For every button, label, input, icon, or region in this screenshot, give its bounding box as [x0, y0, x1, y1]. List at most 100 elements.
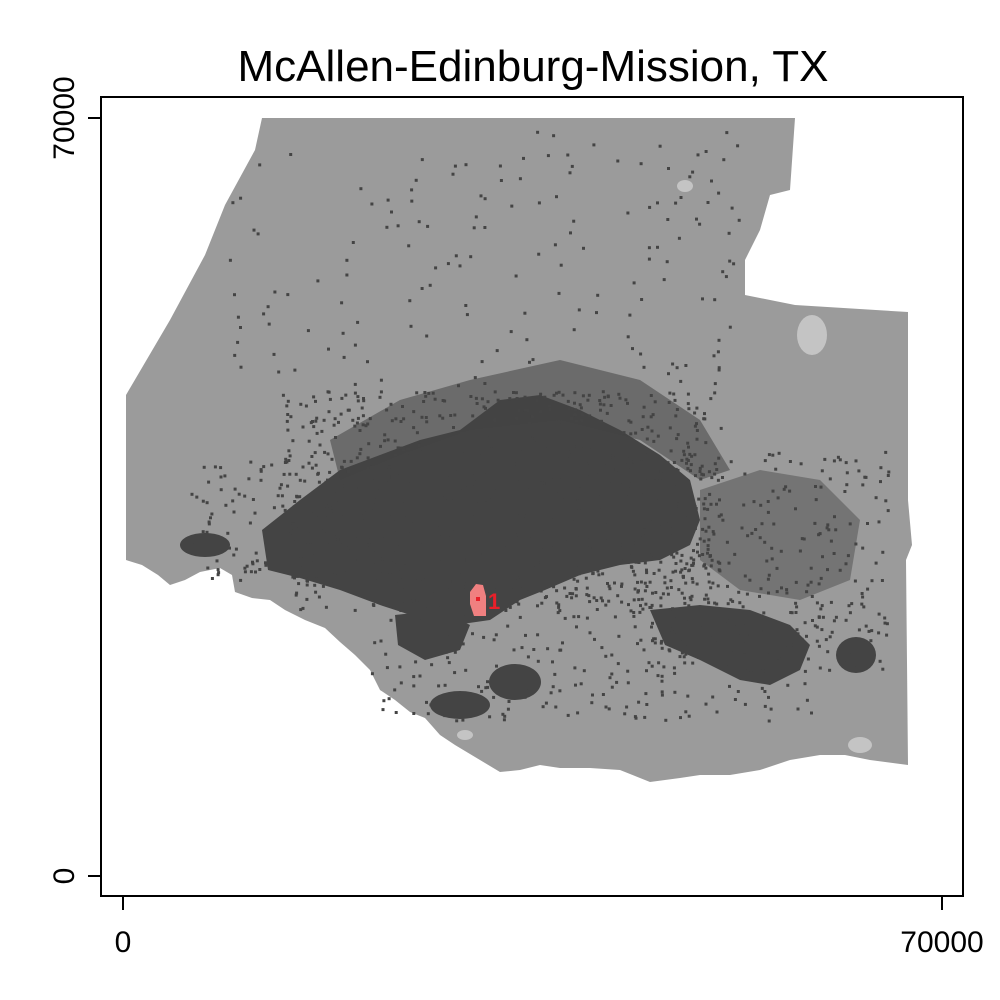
urban-speck — [596, 293, 600, 297]
urban-speck — [591, 439, 595, 443]
urban-speck — [405, 563, 409, 567]
urban-speck — [289, 524, 293, 528]
urban-speck — [636, 590, 640, 594]
urban-speck — [570, 562, 574, 566]
urban-speck — [369, 465, 373, 469]
urban-speck — [722, 158, 726, 162]
urban-speck — [601, 572, 605, 576]
urban-speck — [303, 479, 307, 483]
urban-speck — [306, 532, 310, 536]
urban-speck — [646, 425, 650, 429]
urban-speck — [423, 604, 427, 608]
urban-speck — [639, 604, 642, 608]
urban-speck — [652, 464, 656, 468]
urban-speck — [689, 469, 692, 473]
urban-speck — [312, 425, 316, 429]
urban-speck — [557, 498, 561, 502]
urban-speck — [662, 665, 666, 669]
urban-speck — [487, 436, 491, 440]
urban-speck — [728, 325, 732, 329]
urban-speck — [803, 682, 807, 686]
urban-speck — [390, 419, 394, 423]
urban-speck — [486, 400, 490, 404]
urban-speck — [406, 570, 410, 574]
urban-speck — [689, 463, 693, 467]
urban-speck — [272, 506, 276, 510]
urban-speck — [549, 477, 553, 481]
urban-speck — [385, 408, 389, 412]
urban-speck — [846, 554, 850, 558]
urban-speck — [743, 574, 747, 578]
urban-speck — [453, 671, 457, 675]
urban-speck — [681, 574, 685, 578]
urban-speck — [697, 554, 701, 558]
urban-speck — [295, 494, 299, 498]
urban-speck — [650, 603, 654, 607]
urban-speck — [301, 465, 305, 469]
urban-speck — [709, 502, 713, 506]
urban-speck — [361, 514, 365, 518]
urban-speck — [716, 641, 720, 645]
urban-speck — [633, 587, 637, 591]
urban-speck — [318, 443, 322, 447]
urban-speck — [380, 577, 384, 581]
urban-speck — [340, 537, 344, 541]
urban-speck — [234, 547, 238, 551]
urban-speck — [605, 411, 609, 415]
urban-speck — [457, 598, 461, 602]
urban-speck — [520, 646, 524, 650]
urban-speck — [311, 535, 315, 539]
urban-speck — [552, 393, 556, 397]
urban-speck — [255, 559, 259, 563]
urban-speck — [697, 656, 701, 659]
urban-speck — [637, 700, 641, 704]
urban-speck — [364, 424, 368, 428]
urban-speck — [520, 440, 524, 444]
urban-speck — [461, 612, 465, 616]
urban-speck — [251, 498, 255, 501]
urban-speck — [809, 580, 813, 584]
urban-speck — [301, 606, 305, 610]
urban-speck — [335, 535, 339, 539]
urban-speck — [293, 368, 297, 372]
urban-speck — [402, 523, 406, 526]
urban-speck — [578, 480, 582, 484]
urban-speck — [704, 529, 708, 533]
urban-speck — [475, 508, 479, 512]
urban-speck — [350, 552, 354, 556]
urban-speck — [660, 639, 664, 643]
urban-speck — [438, 414, 442, 418]
urban-speck — [231, 201, 235, 205]
urban-speck — [543, 395, 547, 399]
urban-speck — [717, 456, 721, 460]
urban-speck — [339, 575, 342, 579]
urban-speck — [709, 586, 713, 590]
urban-speck — [298, 495, 302, 499]
urban-speck — [459, 484, 463, 488]
urban-speck — [730, 206, 734, 210]
urban-speck — [215, 559, 219, 563]
urban-speck — [759, 587, 763, 591]
urban-speck — [391, 498, 395, 502]
urban-speck — [672, 555, 676, 559]
urban-speck — [342, 512, 346, 516]
urban-speck — [709, 397, 713, 401]
urban-speck — [387, 697, 391, 701]
urban-speck — [207, 480, 211, 484]
urban-speck — [441, 399, 445, 402]
urban-speck — [649, 495, 653, 499]
urban-speck — [640, 468, 644, 472]
urban-speck — [580, 413, 584, 417]
urban-speck — [693, 411, 697, 415]
urban-speck — [279, 483, 283, 487]
urban-speck — [495, 691, 499, 695]
urban-speck — [725, 540, 729, 544]
urban-speck — [342, 459, 346, 463]
urban-speck — [320, 429, 324, 433]
urban-speck — [657, 568, 661, 572]
urban-speck — [682, 486, 686, 490]
urban-speck — [692, 549, 695, 553]
urban-speck — [502, 490, 506, 494]
urban-speck — [836, 455, 840, 459]
urban-speck — [539, 589, 543, 593]
